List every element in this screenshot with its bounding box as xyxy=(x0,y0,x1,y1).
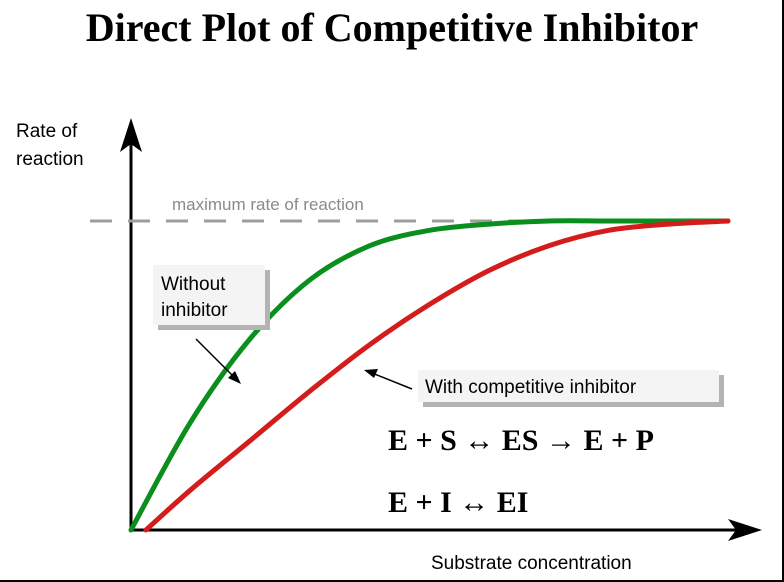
without-inhibitor-label-line2: inhibitor xyxy=(161,300,228,321)
vmax-label: maximum rate of reaction xyxy=(172,195,364,214)
with-inhibitor-label-box xyxy=(418,370,719,402)
without-inhibitor-label-box xyxy=(153,265,265,325)
page-title: Direct Plot of Competitive Inhibitor xyxy=(85,5,699,50)
x-axis-arrowhead xyxy=(728,519,762,541)
series-line-without-inhibitor xyxy=(128,218,731,533)
with-inhibitor-pointer xyxy=(371,372,413,390)
y-axis-label-line1: Rate of xyxy=(16,121,78,142)
y-axis-arrowhead xyxy=(120,118,142,152)
frame-bottom-edge xyxy=(0,580,784,582)
series-line-with-competitive-inhibitor xyxy=(143,218,731,533)
without-inhibitor-label-line1: Without xyxy=(161,274,226,295)
with-inhibitor-label: With competitive inhibitor xyxy=(425,377,637,398)
with-inhibitor-pointer-head xyxy=(364,369,378,378)
equation-enzyme-substrate: E + S ↔ ES → E + P xyxy=(388,424,654,457)
x-axis-label: Substrate concentration xyxy=(431,553,632,574)
without-inhibitor-pointer-head xyxy=(228,371,241,384)
frame-right-edge xyxy=(782,0,784,582)
equation-enzyme-inhibitor: E + I ↔ EI xyxy=(388,486,529,519)
vmax-label-bg xyxy=(166,193,428,215)
without-inhibitor-pointer xyxy=(195,338,235,378)
y-axis-label-line2: reaction xyxy=(16,149,84,170)
